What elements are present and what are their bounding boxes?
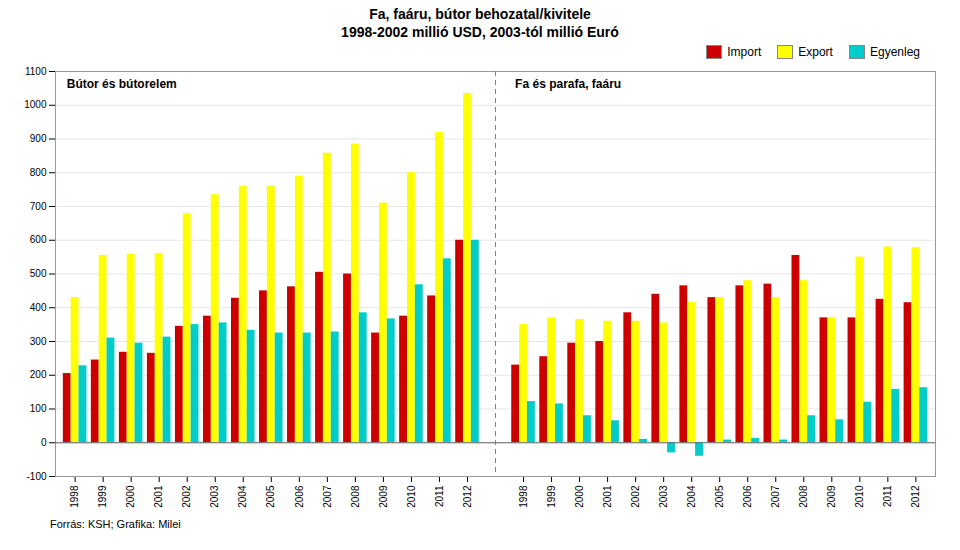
- svg-text:900: 900: [30, 133, 47, 144]
- svg-text:2004: 2004: [686, 485, 697, 508]
- svg-text:2005: 2005: [714, 485, 725, 508]
- svg-text:Bútor és bútorelem: Bútor és bútorelem: [67, 77, 177, 91]
- svg-text:300: 300: [30, 336, 47, 347]
- html-text:Egyenleg: Egyenleg: [870, 45, 920, 59]
- svg-text:2010: 2010: [406, 485, 417, 508]
- svg-text:2002: 2002: [181, 485, 192, 508]
- svg-text:2007: 2007: [770, 485, 781, 508]
- svg-text:700: 700: [30, 201, 47, 212]
- svg-text:2001: 2001: [602, 485, 613, 508]
- svg-text:2003: 2003: [209, 485, 220, 508]
- svg-text:2003: 2003: [658, 485, 669, 508]
- svg-text:800: 800: [30, 167, 47, 178]
- svg-text:2000: 2000: [574, 485, 585, 508]
- svg-text:2006: 2006: [294, 485, 305, 508]
- svg-text:500: 500: [30, 268, 47, 279]
- svg-text:100: 100: [30, 403, 47, 414]
- html-text:Export: Export: [798, 45, 833, 59]
- svg-text:2009: 2009: [378, 485, 389, 508]
- svg-text:2012: 2012: [462, 485, 473, 508]
- svg-text:1999: 1999: [97, 485, 108, 508]
- html-text:Forrás: KSH; Grafika: Milei: Forrás: KSH; Grafika: Milei: [50, 518, 181, 530]
- svg-text:2008: 2008: [798, 485, 809, 508]
- svg-text:2010: 2010: [854, 485, 865, 508]
- html-text:Import: Import: [727, 45, 762, 59]
- svg-text:2006: 2006: [742, 485, 753, 508]
- svg-text:2011: 2011: [882, 485, 893, 507]
- svg-text:1998: 1998: [69, 485, 80, 508]
- svg-text:200: 200: [30, 369, 47, 380]
- svg-text:2011: 2011: [434, 485, 445, 507]
- svg-text:2012: 2012: [910, 485, 921, 508]
- svg-text:2000: 2000: [125, 485, 136, 508]
- svg-text:1100: 1100: [25, 66, 47, 77]
- svg-text:400: 400: [30, 302, 47, 313]
- html-text:Fa, faáru, bútor behozatal/kiv: Fa, faáru, bútor behozatal/kivitele 1998…: [341, 6, 619, 40]
- svg-text:2008: 2008: [350, 485, 361, 508]
- svg-text:0: 0: [41, 437, 47, 448]
- svg-text:2001: 2001: [153, 485, 164, 508]
- svg-text:Fa és parafa, faáru: Fa és parafa, faáru: [515, 77, 621, 91]
- svg-text:1998: 1998: [518, 485, 529, 508]
- svg-text:2007: 2007: [322, 485, 333, 508]
- svg-text:1999: 1999: [546, 485, 557, 508]
- svg-text:2002: 2002: [630, 485, 641, 508]
- svg-text:2009: 2009: [826, 485, 837, 508]
- svg-text:1000: 1000: [24, 99, 47, 110]
- svg-text:2005: 2005: [265, 485, 276, 508]
- svg-text:-100: -100: [26, 471, 46, 482]
- svg-text:600: 600: [30, 234, 47, 245]
- svg-text:2004: 2004: [237, 485, 248, 508]
